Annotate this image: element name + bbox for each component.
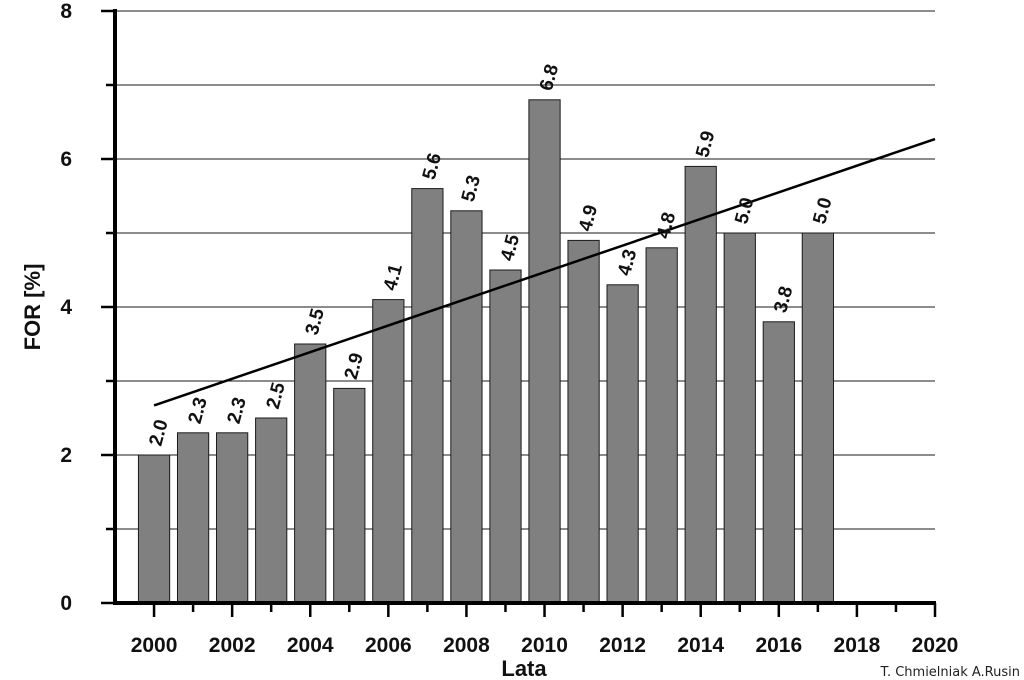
data-label-2004: 3.5 xyxy=(302,306,329,337)
x-tick-label: 2018 xyxy=(834,634,881,657)
data-label-2017: 5.0 xyxy=(809,195,836,226)
data-label-2006: 4.1 xyxy=(380,262,407,293)
bar-2003 xyxy=(255,417,288,604)
data-label-2014: 5.9 xyxy=(692,129,719,160)
x-tick-label: 2002 xyxy=(209,634,256,657)
bar-2010 xyxy=(528,99,561,604)
bar-2012 xyxy=(606,284,639,604)
data-label-2010: 6.8 xyxy=(536,62,563,93)
bar-2015 xyxy=(723,232,756,604)
bar-2016 xyxy=(762,321,795,604)
data-label-2015: 5.0 xyxy=(731,195,758,226)
data-label-2011: 4.9 xyxy=(575,203,602,234)
bar-2001 xyxy=(176,432,210,604)
x-tick-label: 2006 xyxy=(365,634,412,657)
bar-2007 xyxy=(411,188,444,604)
y-tick-label: 2 xyxy=(60,444,72,467)
bar-2002 xyxy=(216,432,249,604)
tick-labels: 0 2 4 6 8 2000 2002 2004 2006 2008 2010 2012 2014 201… xyxy=(60,0,958,657)
x-tick-label: 2012 xyxy=(599,634,646,657)
trend-line-group xyxy=(153,137,936,407)
data-label-2012: 4.3 xyxy=(614,247,641,278)
bar-2017 xyxy=(801,232,834,604)
x-tick-label: 2010 xyxy=(521,634,568,657)
data-label-2005: 2.9 xyxy=(341,351,368,382)
x-tick-label: 2004 xyxy=(287,634,334,657)
bar-2009 xyxy=(489,269,522,604)
bar-2013 xyxy=(645,247,678,604)
y-tick-label: 8 xyxy=(60,0,72,23)
data-label-2008: 5.3 xyxy=(458,173,485,204)
data-label-2009: 4.5 xyxy=(497,232,524,263)
bars xyxy=(137,99,834,604)
x-tick-label: 2014 xyxy=(677,634,724,657)
bar-2008 xyxy=(450,210,483,604)
y-tick-label: 4 xyxy=(60,296,72,319)
data-label-2013: 4.8 xyxy=(653,210,680,241)
data-label-2001: 2.3 xyxy=(185,395,212,426)
x-tick-label: 2020 xyxy=(912,634,959,657)
y-tick-label: 0 xyxy=(60,592,72,615)
bar-2006 xyxy=(372,299,405,604)
x-axis-title: Lata xyxy=(501,656,547,680)
data-label-2007: 5.6 xyxy=(419,151,446,182)
data-label-2003: 2.5 xyxy=(263,380,290,411)
bar-2004 xyxy=(294,343,327,604)
bar-2014 xyxy=(684,165,717,604)
axes xyxy=(101,9,937,617)
data-label-2016: 3.8 xyxy=(770,284,797,315)
credit-text: T. Chmielniak A.Rusin xyxy=(880,665,1020,680)
x-tick-label: 2008 xyxy=(443,634,490,657)
data-label-2000: 2.0 xyxy=(146,417,173,448)
y-axis-title: FOR [%] xyxy=(20,264,45,351)
x-tick-label: 2016 xyxy=(755,634,802,657)
grid-lines xyxy=(115,10,935,530)
bar-2005 xyxy=(333,387,366,604)
bar-2000 xyxy=(137,454,171,604)
x-tick-label: 2000 xyxy=(131,634,178,657)
y-tick-label: 6 xyxy=(60,148,72,171)
data-label-2002: 2.3 xyxy=(224,395,251,426)
trend-line xyxy=(153,137,936,407)
bar-2011 xyxy=(567,239,600,604)
